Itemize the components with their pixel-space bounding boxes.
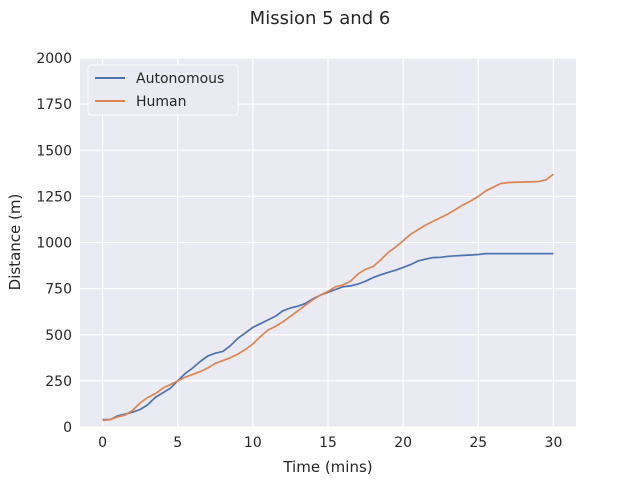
chart-title: Mission 5 and 6 [250,8,391,29]
x-tick-label: 0 [98,435,107,451]
legend-box [87,64,239,116]
x-tick-label: 25 [469,435,487,451]
x-tick-label: 20 [394,435,412,451]
tick-labels: 0 250 500 750 1000 1250 1500 1750 2000 0 5 10 15 20 25… [36,51,562,451]
legend-label-human: Human [136,94,187,110]
y-axis-label: Distance (m) [6,194,24,291]
series-line-human [102,173,555,422]
x-axis-label: Time (mins) [282,458,372,476]
y-tick-label: 1000 [36,236,72,252]
legend: Autonomous Human [87,64,239,116]
y-tick-label: 0 [63,420,72,436]
y-tick-label: 500 [45,328,72,344]
x-tick-label: 5 [173,435,182,451]
x-tick-label: 15 [319,435,337,451]
y-tick-label: 2000 [36,51,72,67]
legend-label-autonomous: Autonomous [136,71,224,87]
y-tick-label: 750 [45,282,72,298]
y-tick-label: 1750 [36,97,72,113]
x-tick-label: 30 [545,435,563,451]
series-lines [102,173,555,422]
x-tick-label: 10 [244,435,262,451]
y-tick-label: 1250 [36,189,72,205]
y-tick-label: 1500 [36,143,72,159]
y-tick-label: 250 [45,374,72,390]
